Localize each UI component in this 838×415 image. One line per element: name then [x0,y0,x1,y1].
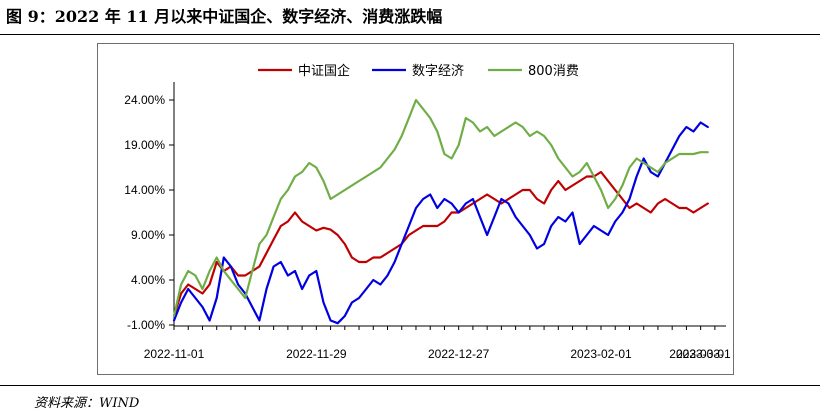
source-rule [0,385,820,386]
y-tick-label: 24.00% [124,93,165,107]
title-rule [0,34,820,35]
x-tick-label: 2023-03-01 [669,347,731,361]
series-line-2 [172,121,709,325]
chart-legend: 中证国企 数字经济 800消费 [258,63,579,79]
chart-axes: -1.00% 4.00% 9.00% 14.00% 19.00% 24.00% 2022-1… [124,82,731,361]
chart-series [172,98,709,325]
x-tick-label: 2023-03- [676,347,724,361]
x-tick-label: 2022-12-27 [428,347,490,361]
series-line-3 [172,98,709,318]
y-tick-label: 19.00% [124,138,165,152]
x-tick-label: 2023-02-01 [570,347,632,361]
legend-label-2: 数字经济 [412,64,464,79]
legend-label-3: 800消费 [528,64,579,79]
series-line-1 [172,170,709,318]
figure-title: 图 9：2022 年 11 月以来中证国企、数字经济、消费涨跌幅 [6,7,443,26]
source-note: 资料来源：WIND [34,396,140,411]
x-tick-label: 2022-11-01 [144,347,205,361]
legend-label-1: 中证国企 [298,63,350,79]
y-tick-label: 14.00% [124,183,165,197]
y-tick-label: 4.00% [131,273,165,287]
x-tick-label: 2022-11-29 [286,347,347,361]
y-tick-label: 9.00% [131,228,165,242]
y-tick-label: -1.00% [127,318,165,332]
